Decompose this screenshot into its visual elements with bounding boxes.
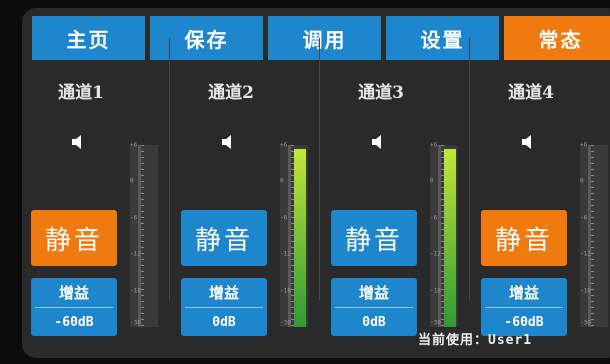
tab-bar: 主页 保存 调用 设置 常态: [32, 16, 610, 60]
tab-normal[interactable]: 常态: [504, 16, 610, 60]
mixer-panel: 主页 保存 调用 设置 常态 通道1 +6 0 -6 -12 -18 -30: [22, 8, 610, 358]
tab-settings[interactable]: 设置: [386, 16, 499, 60]
gain-control[interactable]: 增益 0dB: [181, 278, 267, 336]
tab-home[interactable]: 主页: [32, 16, 145, 60]
level-meter: +6 0 -6 -12 -18 -30: [280, 142, 308, 327]
gain-control[interactable]: 增益 -60dB: [481, 278, 567, 336]
speaker-icon[interactable]: [66, 134, 96, 150]
gain-value: 0dB: [212, 314, 236, 330]
channel-title: 通道4: [508, 83, 554, 103]
channel-title: 通道3: [358, 83, 404, 103]
tab-recall[interactable]: 调用: [268, 16, 381, 60]
gain-label: 增益: [208, 284, 239, 302]
channel-title: 通道2: [208, 83, 254, 103]
gain-label: 增益: [58, 284, 89, 302]
level-meter-fill: [294, 148, 306, 327]
channel-4: 通道4 +6 0 -6 -12 -18 -30 静音 增益 -60dB: [472, 68, 610, 358]
mute-button[interactable]: 静音: [181, 210, 267, 266]
channel-divider: [319, 38, 320, 300]
gain-value: -60dB: [54, 314, 94, 330]
level-meter: +6 0 -6 -12 -18 -30: [130, 142, 158, 327]
channel-divider: [169, 38, 170, 300]
gain-control[interactable]: 增益 -60dB: [31, 278, 117, 336]
gain-control[interactable]: 增益 0dB: [331, 278, 417, 336]
tab-save[interactable]: 保存: [150, 16, 263, 60]
mute-button[interactable]: 静音: [331, 210, 417, 266]
channel-1: 通道1 +6 0 -6 -12 -18 -30 静音 增益 -60dB: [22, 68, 169, 358]
speaker-icon[interactable]: [516, 134, 546, 150]
gain-label: 增益: [358, 284, 389, 302]
channel-3: 通道3 +6 0 -6 -12 -18 -30 静音 增益 0dB: [322, 68, 469, 358]
channel-2: 通道2 +6 0 -6 -12 -18 -30 静音 增益 0dB: [172, 68, 319, 358]
mute-button[interactable]: 静音: [31, 210, 117, 266]
channel-title: 通道1: [58, 83, 104, 103]
speaker-icon[interactable]: [216, 134, 246, 150]
current-user-status: 当前使用：User1: [418, 333, 533, 348]
level-meter: +6 0 -6 -12 -18 -30: [580, 142, 608, 327]
gain-label: 增益: [508, 284, 539, 302]
level-meter: +6 0 -6 -12 -18 -30: [430, 142, 458, 327]
mute-button[interactable]: 静音: [481, 210, 567, 266]
channel-divider: [469, 38, 470, 300]
speaker-icon[interactable]: [366, 134, 396, 150]
gain-value: -60dB: [504, 314, 544, 330]
gain-value: 0dB: [362, 314, 386, 330]
level-meter-fill: [444, 148, 456, 327]
